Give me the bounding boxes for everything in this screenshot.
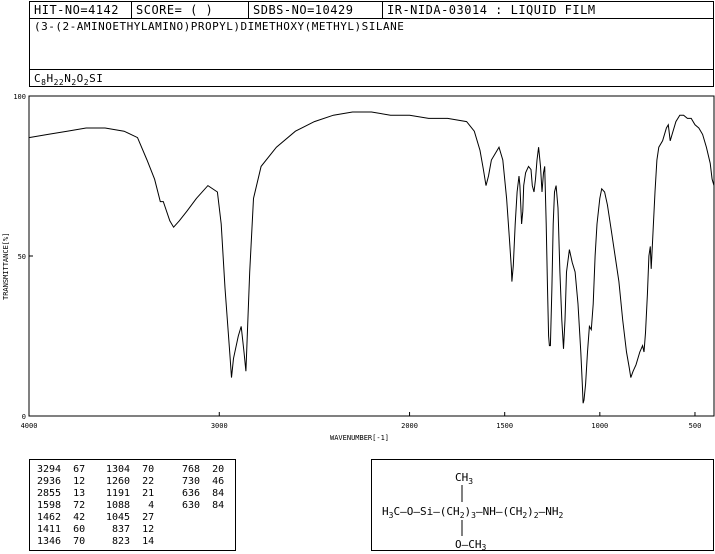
y-tick-label: 50 (18, 253, 26, 261)
peak-transmittance: 12 (130, 524, 155, 535)
x-tick-label: 2000 (401, 422, 418, 430)
peak-wavenumber: 1346 (37, 536, 62, 547)
peak-row: 1088 4 (106, 500, 154, 512)
peak-wavenumber: 768 (176, 464, 201, 475)
hit-number: HIT-NO=4142 (34, 3, 119, 17)
compound-name: (3-(2-AMINOETHYLAMINO)PROPYL)DIMETHOXY(M… (34, 20, 405, 33)
peak-row: 1045 27 (106, 512, 154, 524)
x-tick-label: 3000 (211, 422, 228, 430)
peak-transmittance: 22 (130, 476, 155, 487)
y-axis-ticks: 0 50 100 (13, 93, 33, 421)
peak-row: 730 46 (176, 476, 224, 488)
peak-transmittance: 13 (61, 488, 86, 499)
x-tick-label: 500 (689, 422, 702, 430)
peak-wavenumber: 2936 (37, 476, 62, 487)
peak-row: 2855 13 (37, 488, 85, 500)
structure-bottom-group: O—CH3 (455, 538, 487, 550)
peak-transmittance: 27 (130, 512, 155, 523)
peak-wavenumber: 730 (176, 476, 201, 487)
structure-main-chain: H3C—O—Si—(CH2)3—NH—(CH2)2—NH2 (382, 505, 563, 520)
peak-row: 3294 67 (37, 464, 85, 476)
x-tick-label: 1000 (591, 422, 608, 430)
x-tick-label: 4000 (21, 422, 38, 430)
peak-table: 3294 67 2936 12 2855 13 1598 72 1462 42 1411 … (29, 459, 236, 551)
peak-row: 1191 21 (106, 488, 154, 500)
peak-wavenumber: 823 (106, 536, 131, 547)
peak-wavenumber: 1191 (106, 488, 131, 499)
x-tick-label: 1500 (496, 422, 513, 430)
x-axis-ticks: 4000 3000 2000 1500 1000 500 (21, 412, 702, 430)
peak-transmittance: 14 (130, 536, 155, 547)
score: SCORE= ( ) (131, 2, 248, 18)
peak-row: 768 20 (176, 464, 224, 476)
peak-transmittance: 70 (61, 536, 86, 547)
peak-row: 630 84 (176, 500, 224, 512)
peak-transmittance: 46 (200, 476, 225, 487)
peak-wavenumber: 1598 (37, 500, 62, 511)
peak-column-1: 3294 67 2936 12 2855 13 1598 72 1462 42 1411 … (37, 464, 85, 548)
peak-wavenumber: 1462 (37, 512, 62, 523)
peak-wavenumber: 1088 (106, 500, 131, 511)
y-tick-label: 100 (13, 93, 26, 101)
peak-transmittance: 20 (200, 464, 225, 475)
peak-row: 823 14 (106, 536, 154, 548)
peak-wavenumber: 1260 (106, 476, 131, 487)
plot-frame (28, 95, 715, 417)
y-tick-label: 0 (22, 413, 26, 421)
peak-transmittance: 72 (61, 500, 86, 511)
peak-wavenumber: 2855 (37, 488, 62, 499)
peak-row: 1346 70 (37, 536, 85, 548)
spectrum-line (28, 111, 715, 404)
peak-transmittance: 70 (130, 464, 155, 475)
peak-row: 1304 70 (106, 464, 154, 476)
peak-row: 636 84 (176, 488, 224, 500)
peak-wavenumber: 630 (176, 500, 201, 511)
peak-wavenumber: 1411 (37, 524, 62, 535)
peak-row: 1598 72 (37, 500, 85, 512)
peak-column-3: 768 20 730 46 636 84 630 84 (176, 464, 224, 512)
structure-diagram: CH3 H3C—O—Si—(CH2)3—NH—(CH2)2—NH2 O—CH3 (382, 471, 563, 552)
ir-identifier: IR-NIDA-03014 : LIQUID FILM (382, 2, 715, 18)
molecular-formula: C8H22N2O2SI (34, 72, 104, 88)
peak-transmittance: 4 (130, 500, 155, 511)
peak-transmittance: 42 (61, 512, 86, 523)
ir-spectrum-chart: 0 50 100 4000 3000 2000 1500 1000 500 WAVENUMBE… (2, 93, 715, 442)
peak-row: 1260 22 (106, 476, 154, 488)
peak-wavenumber: 3294 (37, 464, 62, 475)
peak-row: 1462 42 (37, 512, 85, 524)
peak-transmittance: 21 (130, 488, 155, 499)
peak-transmittance: 12 (61, 476, 86, 487)
peak-row: 837 12 (106, 524, 154, 536)
chemical-structure: CH3 H3C—O—Si—(CH2)3—NH—(CH2)2—NH2 O—CH3 (371, 459, 714, 552)
sdbs-number: SDBS-NO=10429 (248, 2, 382, 18)
header-id-row: HIT-NO=4142 SCORE= ( ) SDBS-NO=10429 IR-… (30, 2, 713, 19)
peak-wavenumber: 1304 (106, 464, 131, 475)
peak-column-2: 1304 70 1260 22 1191 21 1088 4 1045 27 837 1… (106, 464, 154, 548)
peak-wavenumber: 636 (176, 488, 201, 499)
peak-transmittance: 84 (200, 500, 225, 511)
peak-wavenumber: 1045 (106, 512, 131, 523)
peak-transmittance: 67 (61, 464, 86, 475)
structure-top-group: CH3 (455, 471, 473, 486)
peak-wavenumber: 837 (106, 524, 131, 535)
formula-row: C8H22N2O2SI (30, 69, 713, 87)
peak-transmittance: 60 (61, 524, 86, 535)
spectrum-header: HIT-NO=4142 SCORE= ( ) SDBS-NO=10429 IR-… (29, 1, 714, 87)
peak-row: 2936 12 (37, 476, 85, 488)
peak-transmittance: 84 (200, 488, 225, 499)
x-axis-label: WAVENUMBER[-1] (330, 434, 389, 442)
peak-row: 1411 60 (37, 524, 85, 536)
y-axis-label: TRANSMITTANCE[%] (2, 233, 10, 300)
